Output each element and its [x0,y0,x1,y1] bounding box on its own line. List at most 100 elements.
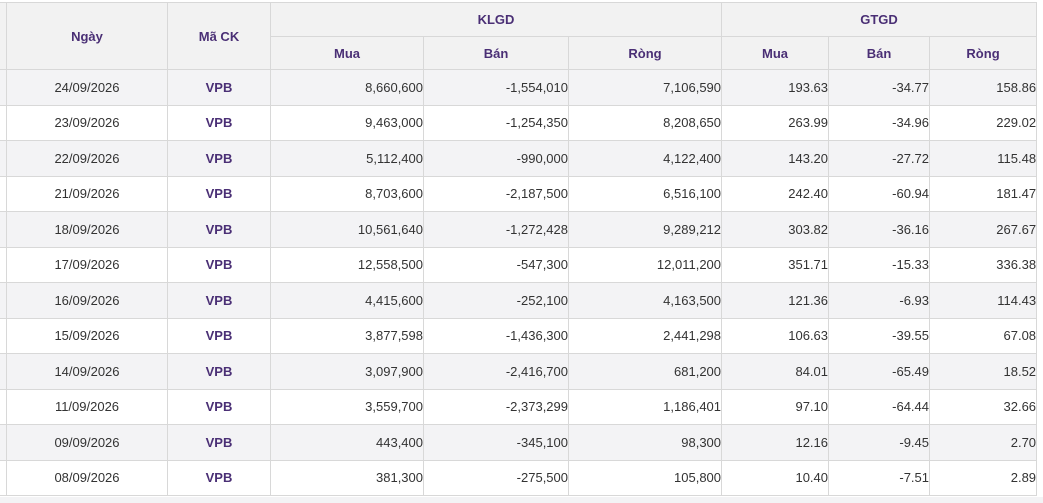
cell-date: 24/09/2026 [6,69,168,106]
cell-date: 15/09/2026 [6,317,168,354]
cell-volume-net: 8,208,650 [567,104,723,141]
cell-symbol[interactable]: VPB [167,459,271,496]
cell-symbol[interactable]: VPB [167,282,271,319]
cell-value-buy: 143.20 [721,140,830,177]
cell-symbol[interactable]: VPB [167,140,271,177]
table-row[interactable]: 24/09/2026 VPB 8,660,600 -1,554,010 7,106,59… [0,69,1038,106]
cell-volume-sell: -275,500 [423,459,569,496]
cell-value-net: 181.47 [929,175,1038,212]
cell-value-net: 18.52 [929,353,1038,390]
cell-value-sell: -34.77 [828,69,931,106]
header-value-group: GTGD [721,2,1038,37]
cell-volume-net: 1,186,401 [567,388,723,425]
cell-volume-net: 9,289,212 [567,211,723,248]
table-row[interactable]: 11/09/2026 VPB 3,559,700 -2,373,299 1,186,40… [0,388,1038,425]
cell-symbol[interactable]: VPB [167,353,271,390]
table-row[interactable]: 23/09/2026 VPB 9,463,000 -1,254,350 8,208,65… [0,104,1038,141]
cell-value-buy: 84.01 [721,353,830,390]
cell-volume-buy: 3,559,700 [270,388,424,425]
cell-value-buy: 242.40 [721,175,830,212]
cell-symbol[interactable]: VPB [167,424,271,461]
table-body: 24/09/2026 VPB 8,660,600 -1,554,010 7,106,59… [0,69,1038,496]
cell-value-buy: 263.99 [721,104,830,141]
cell-volume-buy: 381,300 [270,459,424,496]
cell-value-net: 336.38 [929,246,1038,283]
cell-date: 09/09/2026 [6,424,168,461]
cell-value-buy: 106.63 [721,317,830,354]
cell-date: 23/09/2026 [6,104,168,141]
cell-value-sell: -39.55 [828,317,931,354]
cell-volume-buy: 443,400 [270,424,424,461]
cell-value-net: 67.08 [929,317,1038,354]
cell-symbol[interactable]: VPB [167,211,271,248]
cell-volume-net: 98,300 [567,424,723,461]
cell-symbol[interactable]: VPB [167,388,271,425]
header-value-net[interactable]: Ròng [929,36,1038,70]
cell-volume-buy: 12,558,500 [270,246,424,283]
cell-volume-sell: -2,416,700 [423,353,569,390]
table-row[interactable]: 18/09/2026 VPB 10,561,640 -1,272,428 9,289,2… [0,211,1038,248]
cell-date: 16/09/2026 [6,282,168,319]
cell-date: 08/09/2026 [6,459,168,496]
header-volume-buy[interactable]: Mua [270,36,424,70]
cell-value-sell: -7.51 [828,459,931,496]
table-row[interactable]: 17/09/2026 VPB 12,558,500 -547,300 12,011,20… [0,246,1038,283]
cell-volume-buy: 3,877,598 [270,317,424,354]
table-row[interactable]: 14/09/2026 VPB 3,097,900 -2,416,700 681,200 8… [0,353,1038,390]
cell-volume-net: 7,106,590 [567,69,723,106]
cell-value-sell: -64.44 [828,388,931,425]
foreign-trading-table: Ngày Mã CK KLGD GTGD Mua Bán Ròng Mua Bá… [0,2,1038,496]
cell-volume-sell: -1,272,428 [423,211,569,248]
cell-volume-sell: -2,373,299 [423,388,569,425]
header-value-buy[interactable]: Mua [721,36,830,70]
cell-value-sell: -27.72 [828,140,931,177]
cell-volume-sell: -990,000 [423,140,569,177]
cell-volume-sell: -252,100 [423,282,569,319]
header-symbol[interactable]: Mã CK [167,2,271,70]
cell-volume-net: 681,200 [567,353,723,390]
cell-volume-sell: -1,436,300 [423,317,569,354]
cell-value-net: 158.86 [929,69,1038,106]
cell-symbol[interactable]: VPB [167,175,271,212]
table-row[interactable]: 21/09/2026 VPB 8,703,600 -2,187,500 6,516,10… [0,175,1038,212]
header-volume-sell[interactable]: Bán [423,36,569,70]
table-row[interactable]: 15/09/2026 VPB 3,877,598 -1,436,300 2,441,29… [0,317,1038,354]
cell-volume-net: 105,800 [567,459,723,496]
table-row[interactable]: 22/09/2026 VPB 5,112,400 -990,000 4,122,400 1… [0,140,1038,177]
table-row[interactable]: 09/09/2026 VPB 443,400 -345,100 98,300 12.16-… [0,424,1038,461]
header-value-sell[interactable]: Bán [828,36,931,70]
cell-volume-sell: -1,554,010 [423,69,569,106]
cell-value-sell: -36.16 [828,211,931,248]
table-row[interactable]: 16/09/2026 VPB 4,415,600 -252,100 4,163,500 1… [0,282,1038,319]
cell-volume-buy: 3,097,900 [270,353,424,390]
cell-volume-buy: 10,561,640 [270,211,424,248]
cell-volume-buy: 5,112,400 [270,140,424,177]
header-date[interactable]: Ngày [6,2,168,70]
cell-symbol[interactable]: VPB [167,317,271,354]
table-row[interactable]: 08/09/2026 VPB 381,300 -275,500 105,800 10.40… [0,459,1038,496]
cell-symbol[interactable]: VPB [167,104,271,141]
cell-value-buy: 303.82 [721,211,830,248]
cell-value-buy: 12.16 [721,424,830,461]
header-volume-group: KLGD [269,2,723,37]
cell-value-sell: -60.94 [828,175,931,212]
cell-volume-buy: 8,703,600 [270,175,424,212]
cell-volume-buy: 4,415,600 [270,282,424,319]
cell-volume-net: 6,516,100 [567,175,723,212]
cell-volume-net: 4,163,500 [567,282,723,319]
cell-value-sell: -6.93 [828,282,931,319]
cell-symbol[interactable]: VPB [167,246,271,283]
cell-volume-sell: -2,187,500 [423,175,569,212]
cell-value-net: 32.66 [929,388,1038,425]
cell-volume-net: 12,011,200 [567,246,723,283]
header-volume-net[interactable]: Ròng [567,36,723,70]
cell-value-buy: 193.63 [721,69,830,106]
cell-date: 17/09/2026 [6,246,168,283]
cell-symbol[interactable]: VPB [167,69,271,106]
cell-date: 14/09/2026 [6,353,168,390]
cell-date: 21/09/2026 [6,175,168,212]
table-header: Ngày Mã CK KLGD GTGD Mua Bán Ròng Mua Bá… [0,2,1038,70]
cell-value-sell: -34.96 [828,104,931,141]
table-next-row-edge [0,497,1043,503]
cell-value-net: 115.48 [929,140,1038,177]
